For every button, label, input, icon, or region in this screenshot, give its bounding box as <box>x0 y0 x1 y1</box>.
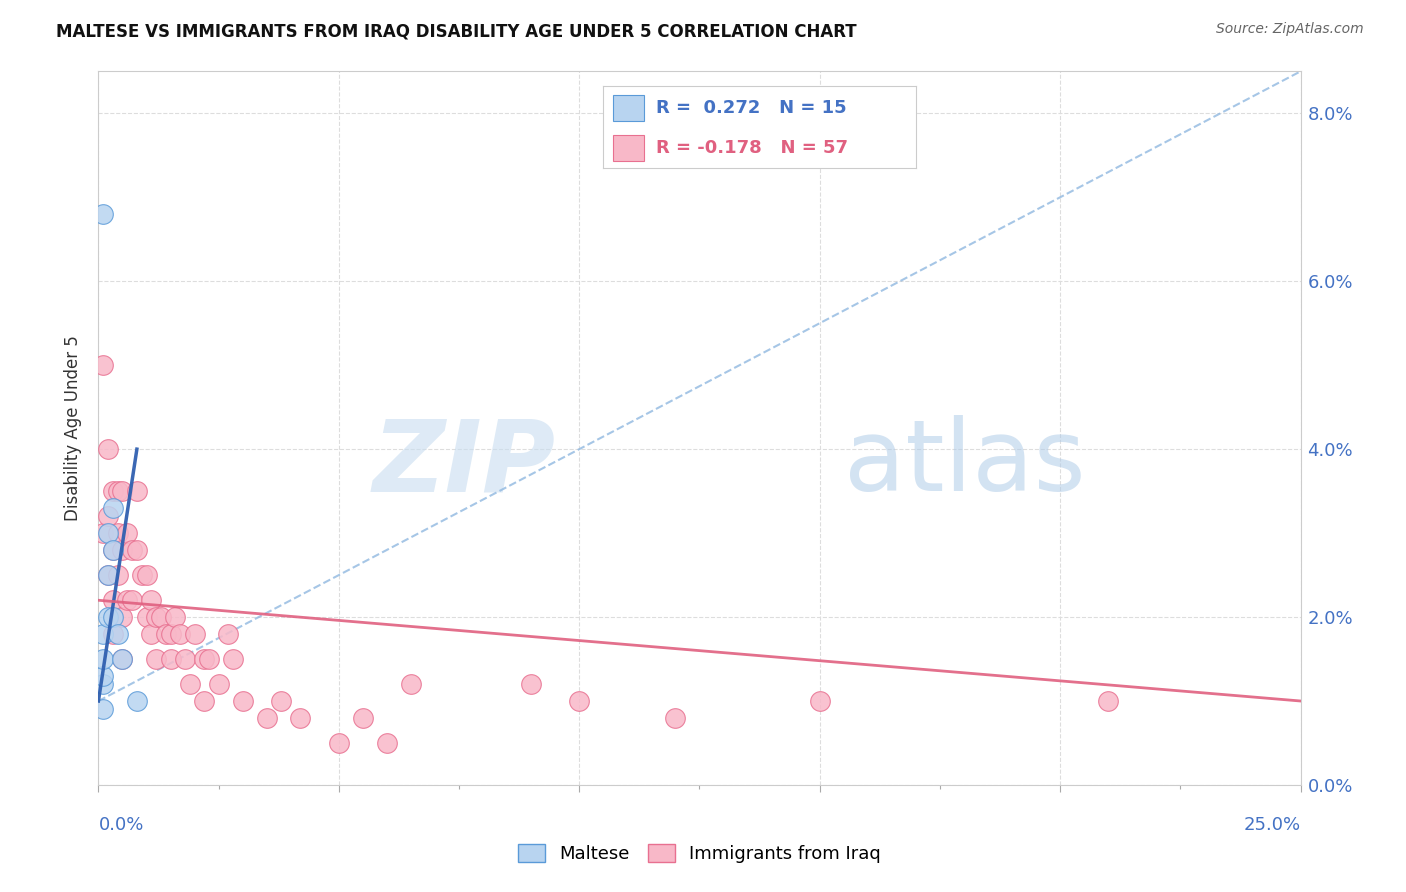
Point <box>808 694 831 708</box>
Point <box>352 711 374 725</box>
Point <box>91 702 114 716</box>
Point <box>97 568 120 582</box>
Point <box>217 627 239 641</box>
Point <box>145 652 167 666</box>
Point <box>91 358 114 372</box>
Point <box>111 484 134 499</box>
Point <box>97 526 120 541</box>
Point <box>399 677 422 691</box>
Point <box>149 610 172 624</box>
Point <box>141 627 163 641</box>
Point <box>107 627 129 641</box>
Point <box>125 484 148 499</box>
Point <box>97 442 120 457</box>
Text: R =  0.272   N = 15: R = 0.272 N = 15 <box>657 99 846 117</box>
Point <box>256 711 278 725</box>
Point <box>111 652 134 666</box>
Text: 0.0%: 0.0% <box>98 816 143 834</box>
Point <box>107 526 129 541</box>
Y-axis label: Disability Age Under 5: Disability Age Under 5 <box>65 335 83 521</box>
Point <box>664 711 686 725</box>
Point <box>135 568 157 582</box>
Point <box>101 484 124 499</box>
Point <box>101 500 124 515</box>
Point <box>91 207 114 221</box>
Point <box>91 669 114 683</box>
Point <box>145 610 167 624</box>
Point <box>91 652 114 666</box>
Point <box>121 542 143 557</box>
Point <box>125 694 148 708</box>
Point <box>193 652 215 666</box>
Point <box>159 627 181 641</box>
Point <box>101 593 124 607</box>
Point <box>135 610 157 624</box>
Point <box>183 627 205 641</box>
Point <box>169 627 191 641</box>
Legend: Maltese, Immigrants from Iraq: Maltese, Immigrants from Iraq <box>509 835 890 872</box>
Point <box>155 627 177 641</box>
Text: atlas: atlas <box>844 416 1085 512</box>
Point <box>165 610 187 624</box>
Text: R = -0.178   N = 57: R = -0.178 N = 57 <box>657 139 848 157</box>
Point <box>193 694 215 708</box>
Point <box>101 610 124 624</box>
FancyBboxPatch shape <box>613 95 644 121</box>
Point <box>117 593 139 607</box>
Point <box>375 736 398 750</box>
Point <box>328 736 350 750</box>
Point <box>1097 694 1119 708</box>
Point <box>107 568 129 582</box>
Text: ZIP: ZIP <box>373 416 555 512</box>
Point <box>91 677 114 691</box>
Point <box>174 652 197 666</box>
Point <box>159 652 181 666</box>
Point <box>101 627 124 641</box>
Point <box>232 694 254 708</box>
Point <box>91 627 114 641</box>
Point <box>101 542 124 557</box>
Point <box>101 542 124 557</box>
Point <box>568 694 591 708</box>
Text: Source: ZipAtlas.com: Source: ZipAtlas.com <box>1216 22 1364 37</box>
Point <box>97 509 120 524</box>
Text: MALTESE VS IMMIGRANTS FROM IRAQ DISABILITY AGE UNDER 5 CORRELATION CHART: MALTESE VS IMMIGRANTS FROM IRAQ DISABILI… <box>56 22 856 40</box>
Point <box>290 711 312 725</box>
Point <box>179 677 201 691</box>
Point <box>198 652 221 666</box>
Point <box>117 526 139 541</box>
Point <box>125 542 148 557</box>
Point <box>111 542 134 557</box>
Point <box>111 610 134 624</box>
Point <box>141 593 163 607</box>
Point <box>270 694 292 708</box>
Point <box>97 610 120 624</box>
Point <box>222 652 245 666</box>
Point <box>208 677 231 691</box>
Point <box>111 652 134 666</box>
Point <box>121 593 143 607</box>
Point <box>91 526 114 541</box>
Point <box>520 677 543 691</box>
Text: 25.0%: 25.0% <box>1243 816 1301 834</box>
FancyBboxPatch shape <box>613 135 644 161</box>
Point <box>131 568 153 582</box>
Point <box>107 484 129 499</box>
Point <box>97 568 120 582</box>
